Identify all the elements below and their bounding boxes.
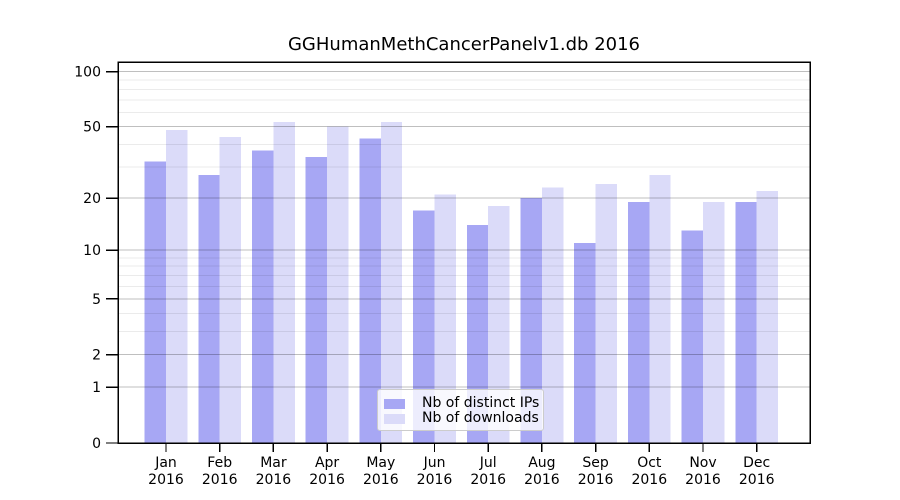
bar-distinct-ips-aug-2016 [520,198,542,443]
legend-item-distinct-ips: Nb of distinct IPs [384,396,539,411]
x-tick-label-month: May [366,455,395,471]
y-tick-label: 100 [74,65,101,81]
x-tick-label-month: Mar [260,455,287,471]
bar-distinct-ips-oct-2016 [627,202,650,443]
bar-downloads-apr-2016 [327,126,349,443]
legend-label-downloads: Nb of downloads [422,410,539,426]
bar-distinct-ips-feb-2016 [198,174,220,444]
x-tick-label-month: Feb [207,455,232,471]
y-tick-label: 5 [92,292,101,308]
x-tick-label-month: Jul [479,455,497,471]
bar-downloads-jan-2016 [166,129,188,443]
bar-distinct-ips-jul-2016 [466,225,489,443]
x-tick-label-year: 2016 [470,472,506,488]
x-tick-label-year: 2016 [417,472,453,488]
bar-distinct-ips-may-2016 [359,138,381,443]
y-tick-label: 0 [92,436,101,452]
bar-distinct-ips-jan-2016 [144,161,166,444]
x-tick-label-year: 2016 [578,472,614,488]
legend-swatch-distinct-ips [384,398,405,409]
y-tick-label: 2 [92,348,101,364]
x-tick-label-month: Aug [528,455,555,471]
bar-distinct-ips-dec-2016 [735,202,757,443]
bar-downloads-aug-2016 [541,187,564,443]
bar-distinct-ips-mar-2016 [252,150,274,443]
x-tick-label-year: 2016 [631,472,667,488]
plot-frame [117,61,811,444]
legend-label-distinct-ips: Nb of distinct IPs [422,395,540,411]
y-tick-label: 10 [83,243,101,259]
legend-item-downloads: Nb of downloads [384,411,539,426]
bar-distinct-ips-nov-2016 [681,230,703,443]
x-tick-label-month: Sep [582,455,609,471]
x-tick-label-year: 2016 [739,472,775,488]
bar-downloads-dec-2016 [756,190,779,443]
x-tick-label-month: Dec [743,455,770,471]
y-tick-label: 50 [83,120,101,136]
bar-downloads-sep-2016 [595,184,617,443]
x-tick-label-year: 2016 [309,472,345,488]
bar-downloads-feb-2016 [219,136,242,444]
x-tick-label-year: 2016 [363,472,399,488]
bar-downloads-jul-2016 [488,206,510,443]
legend-swatch-downloads [384,413,405,424]
bar-downloads-jun-2016 [434,194,456,443]
bar-downloads-mar-2016 [273,122,295,443]
y-tick-label: 20 [83,191,101,207]
legend: Nb of distinct IPs Nb of downloads [377,389,544,431]
x-tick-label-year: 2016 [256,472,292,488]
bar-downloads-oct-2016 [649,174,671,444]
x-tick-label-month: Apr [315,455,339,471]
x-tick-label-year: 2016 [524,472,560,488]
bar-distinct-ips-jun-2016 [413,210,435,443]
bar-downloads-nov-2016 [703,202,725,443]
x-tick-label-month: Jan [154,455,177,471]
x-tick-label-year: 2016 [148,472,184,488]
x-tick-label-month: Jun [423,455,446,471]
bar-distinct-ips-apr-2016 [305,156,328,443]
bar-distinct-ips-sep-2016 [574,243,596,443]
bar-downloads-may-2016 [380,122,403,443]
x-tick-label-year: 2016 [202,472,238,488]
x-tick-label-month: Nov [689,455,716,471]
x-tick-label-month: Oct [637,455,662,471]
y-tick-label: 1 [92,380,101,396]
x-tick-label-year: 2016 [685,472,721,488]
chart-title: GGHumanMethCancerPanelv1.db 2016 [287,34,641,55]
